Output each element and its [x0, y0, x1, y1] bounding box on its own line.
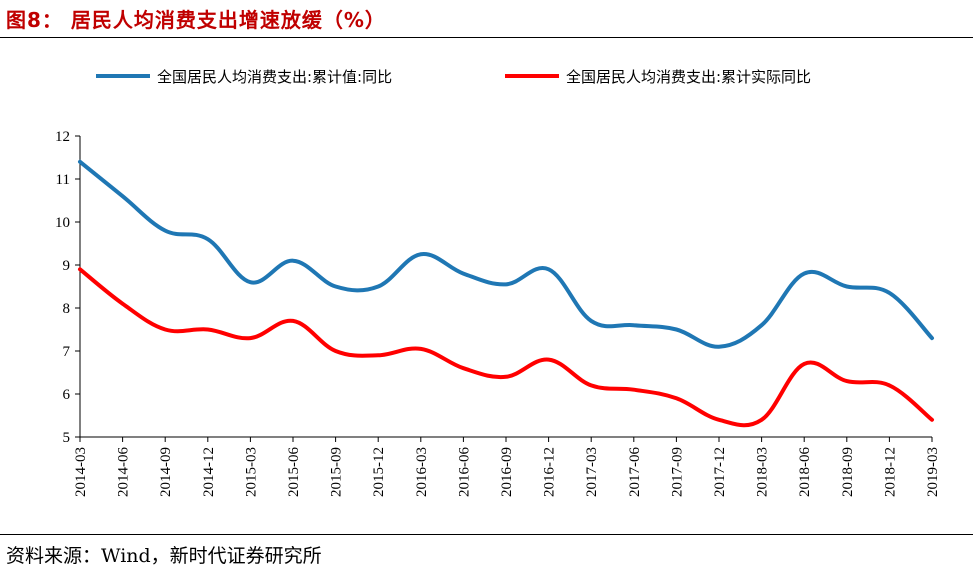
x-tick-label: 2017-06: [627, 447, 643, 497]
x-tick-label: 2015-09: [329, 447, 345, 497]
x-tick-label: 2017-09: [669, 447, 685, 497]
chart-series: [78, 159, 934, 428]
y-tick-label: 8: [63, 301, 71, 317]
x-tick-label: 2015-03: [243, 447, 259, 497]
x-tick-label: 2015-06: [286, 447, 302, 497]
y-tick-label: 6: [63, 387, 71, 403]
legend: 全国居民人均消费支出:累计值:同比 全国居民人均消费支出:累计实际同比: [96, 68, 811, 86]
chart-title: 图8： 居民人均消费支出增速放缓（%）: [6, 8, 386, 32]
x-tick-label: 2018-03: [755, 447, 771, 497]
x-tick-label: 2014-09: [158, 447, 174, 497]
x-tick-label: 2016-06: [456, 447, 472, 497]
y-tick-label: 10: [55, 215, 70, 231]
series-line-2: [78, 267, 934, 428]
y-tick-label: 12: [55, 129, 70, 145]
x-tick-label: 2014-06: [116, 447, 132, 497]
x-tick-label: 2019-03: [925, 447, 941, 497]
x-tick-label: 2017-03: [584, 447, 600, 497]
x-tick-label: 2016-12: [542, 447, 558, 497]
x-tick-label: 2014-12: [201, 447, 217, 497]
x-tick-label: 2016-09: [499, 447, 515, 497]
y-tick-label: 11: [56, 172, 70, 188]
x-tick-label: 2016-03: [414, 447, 430, 497]
top-divider: [0, 37, 973, 38]
source-note: 资料来源：Wind，新时代证券研究所: [6, 545, 322, 567]
y-tick-label: 9: [63, 258, 71, 274]
y-tick-label: 5: [63, 430, 71, 446]
x-tick-label: 2017-12: [712, 447, 728, 497]
chart-axes: 5 6 7 8 9 10 11 12 2014-03 2014-06 2014-09 2014-12 2…: [55, 129, 941, 497]
legend-label-1: 全国居民人均消费支出:累计值:同比: [157, 68, 392, 86]
series-line-1: [78, 159, 934, 349]
legend-label-2: 全国居民人均消费支出:累计实际同比: [566, 68, 811, 86]
y-tick-label: 7: [63, 344, 71, 360]
x-tick-label: 2018-12: [882, 447, 898, 497]
x-tick-label: 2015-12: [371, 447, 387, 497]
x-tick-label: 2018-06: [797, 447, 813, 497]
bottom-divider: [0, 534, 973, 535]
x-tick-label: 2018-09: [840, 447, 856, 497]
x-tick-label: 2014-03: [73, 447, 89, 497]
